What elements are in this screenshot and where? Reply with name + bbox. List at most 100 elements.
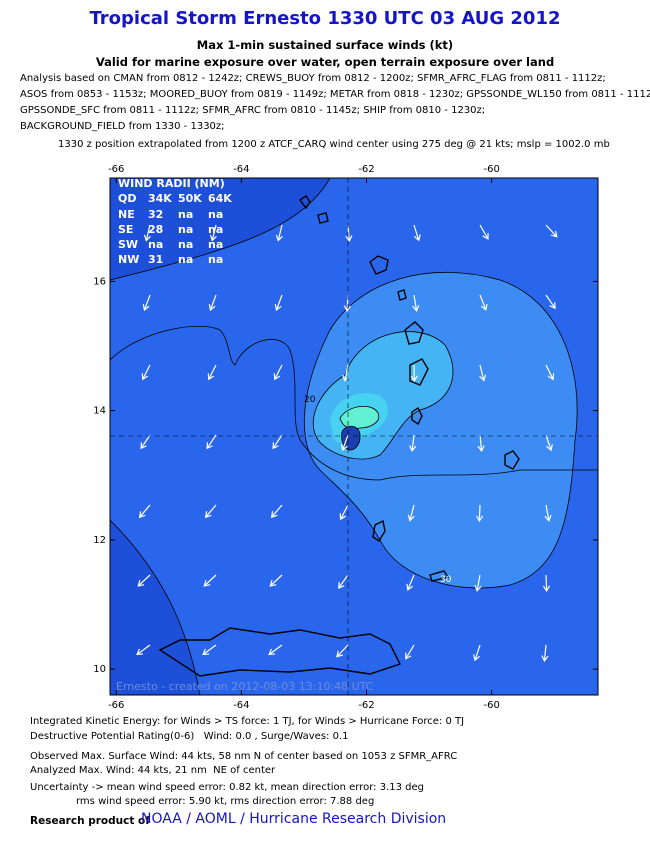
footer-line: Destructive Potential Rating(0-6) Wind: … bbox=[30, 731, 349, 742]
wind-arrow bbox=[474, 644, 481, 661]
radii-cell: na bbox=[178, 208, 193, 221]
wind-arrow-head bbox=[541, 655, 549, 663]
wind-arrow bbox=[545, 434, 552, 451]
wind-arrow bbox=[545, 294, 556, 309]
wind-arrow-head bbox=[209, 234, 217, 242]
wind-arrow bbox=[136, 644, 151, 655]
position-note: 1330 z position extrapolated from 1200 z… bbox=[58, 139, 610, 150]
wind-arrow-head bbox=[480, 303, 488, 311]
radii-cell: na bbox=[178, 253, 193, 266]
wind-arrow bbox=[479, 294, 487, 311]
wind-arrow-head bbox=[338, 582, 345, 589]
radii-cell: na bbox=[208, 208, 223, 221]
radii-cell: na bbox=[208, 223, 223, 236]
footer-line: Observed Max. Surface Wind: 44 kts, 58 n… bbox=[30, 751, 458, 762]
wind-arrows bbox=[136, 224, 558, 663]
wind-arrow-head bbox=[202, 648, 210, 656]
radii-header: 64K bbox=[208, 192, 232, 205]
x-tick-label: -62 bbox=[358, 164, 374, 175]
radii-cell: 31 bbox=[148, 253, 163, 266]
wind-arrow-head bbox=[474, 584, 482, 592]
radii-cell: na bbox=[148, 238, 163, 251]
footer-line: Integrated Kinetic Energy: for Winds > T… bbox=[30, 716, 465, 727]
wind-arrow-head bbox=[473, 654, 480, 662]
x-tick-label: -60 bbox=[483, 700, 499, 710]
wind-arrow-head bbox=[412, 305, 420, 312]
analysis-line: ASOS from 0853 - 1153z; MOORED_BUOY from… bbox=[20, 89, 650, 100]
wind-arrow bbox=[139, 504, 151, 518]
footer-line: rms wind speed error: 5.90 kt, rms direc… bbox=[76, 796, 375, 807]
wind-arrow bbox=[344, 364, 349, 381]
wind-arrow bbox=[143, 294, 151, 311]
wind-arrow-head bbox=[407, 514, 415, 522]
wind-arrow-head bbox=[475, 515, 484, 523]
radii-cell: na bbox=[178, 238, 193, 251]
radii-cell: NE bbox=[118, 208, 135, 221]
exposure: Valid for marine exposure over water, op… bbox=[95, 55, 555, 69]
wind-arrow bbox=[203, 574, 217, 587]
wind-arrow-head bbox=[550, 230, 558, 238]
coastlines bbox=[158, 195, 520, 677]
wind-arrow-head bbox=[273, 373, 281, 381]
x-tick-label: -60 bbox=[483, 164, 499, 175]
wind-arrow bbox=[336, 644, 349, 658]
wind-arrow-head bbox=[137, 579, 145, 587]
wind-arrow bbox=[479, 364, 485, 381]
contour-label: 30 bbox=[440, 575, 452, 585]
wind-arrow bbox=[268, 644, 283, 655]
title: Tropical Storm Ernesto 1330 UTC 03 AUG 2… bbox=[89, 8, 561, 29]
wind-arrow bbox=[413, 294, 418, 311]
wind-arrow bbox=[407, 574, 415, 590]
wind-arrow-head bbox=[413, 234, 421, 242]
wind-arrow bbox=[145, 224, 151, 241]
wind-arrow-head bbox=[268, 648, 276, 656]
wind-arrow bbox=[271, 504, 283, 518]
wind-arrow-head bbox=[136, 648, 144, 656]
wind-arrow-head bbox=[343, 305, 351, 313]
wind-map: 20 30 WIND RADII (NM) QD 34K 50K 64K NE 32 na na… bbox=[93, 164, 599, 710]
wind-arrow-head bbox=[542, 585, 551, 593]
wind-arrow-head bbox=[406, 583, 413, 591]
wind-arrow bbox=[209, 294, 217, 311]
analysis-line: GPSSONDE_SFC from 0811 - 1112z; SFMR_AFR… bbox=[20, 105, 486, 116]
y-tick-label: 16 bbox=[93, 276, 106, 287]
wind-arrow bbox=[272, 434, 283, 449]
wind-arrow-head bbox=[206, 442, 213, 450]
wind-arrow-head bbox=[549, 302, 556, 310]
wind-arrow bbox=[342, 434, 349, 451]
wind-arrow bbox=[411, 434, 415, 451]
wind-arrow-head bbox=[409, 445, 417, 453]
wind-arrow-head bbox=[410, 375, 418, 383]
radii-header: 50K bbox=[178, 192, 202, 205]
x-tick-label: -64 bbox=[233, 700, 249, 710]
x-tick-label: -66 bbox=[108, 700, 124, 710]
wind-radii-table: WIND RADII (NM) QD 34K 50K 64K NE 32 na na SE 28 na… bbox=[118, 177, 232, 266]
wind-arrow-head bbox=[275, 234, 283, 242]
credit: Ernesto - created on 2012-08-03 13:10:48… bbox=[116, 680, 374, 693]
wind-arrow-head bbox=[207, 373, 215, 381]
wind-arrow-head bbox=[272, 442, 279, 450]
contour-label: 20 bbox=[304, 395, 316, 405]
wind-arrow-head bbox=[274, 304, 282, 312]
radii-header: 34K bbox=[148, 192, 172, 205]
product-org[interactable]: NOAA / AOML / Hurricane Research Divisio… bbox=[141, 811, 447, 827]
wind-arrow bbox=[479, 434, 483, 451]
footer-line: Analyzed Max. Wind: 44 kts, 21 nm NE of … bbox=[30, 765, 276, 776]
radii-cell: na bbox=[208, 253, 223, 266]
radii-cell: NW bbox=[118, 253, 139, 266]
wind-arrow bbox=[140, 434, 151, 449]
x-tick-label: -66 bbox=[108, 164, 124, 175]
wind-arrow bbox=[545, 574, 548, 592]
radii-cell: SW bbox=[118, 238, 138, 251]
wind-arrow bbox=[405, 644, 415, 660]
x-tick-label: -64 bbox=[233, 164, 249, 175]
wind-arrow-head bbox=[340, 444, 348, 452]
wind-arrow-head bbox=[339, 513, 347, 521]
radii-cell: 28 bbox=[148, 223, 163, 236]
radii-cell: 32 bbox=[148, 208, 163, 221]
wind-field bbox=[110, 178, 598, 695]
wind-arrow-head bbox=[544, 514, 552, 522]
wind-arrow bbox=[478, 504, 481, 522]
wind-arrow bbox=[413, 224, 420, 241]
